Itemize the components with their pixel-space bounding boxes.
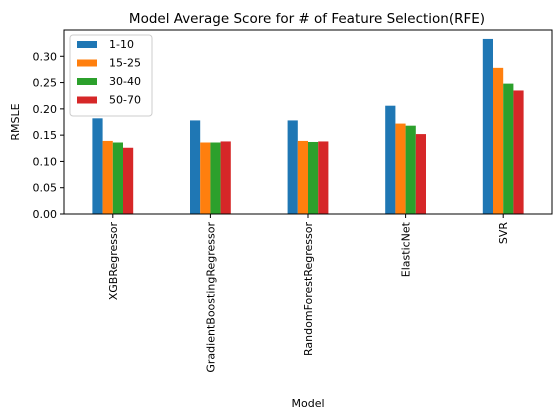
bar [318,141,329,214]
legend: 1-10 15-25 30-40 50-70 [69,34,153,117]
y-tick-label: 0.05 [33,182,58,195]
bar [220,141,231,214]
bar [513,90,524,214]
x-tick-label: RandomForestRegressor [302,222,315,356]
legend-swatch [77,59,97,67]
legend-label: 1-10 [109,38,134,51]
y-tick-label: 0.30 [33,50,58,63]
legend-label: 50-70 [109,94,141,107]
legend-box [69,34,153,117]
bars-layer [92,38,524,215]
x-tick-label: GradientBoostingRegressor [204,222,217,373]
bar [92,118,103,214]
bar [482,38,493,214]
x-tick-label: SVR [497,222,510,245]
y-tick-label: 0.20 [33,103,58,116]
bar [493,67,504,214]
bar [415,134,426,214]
y-tick-label: 0.00 [33,208,58,221]
bar [297,140,308,214]
bar [123,147,134,214]
legend-swatch [77,78,97,85]
y-tick-label: 0.10 [33,155,58,168]
bar [308,141,319,214]
y-tick-label: 0.25 [33,77,58,90]
bar [395,123,406,214]
bar [200,142,211,214]
bar [102,140,113,214]
x-axis: XGBRegressor GradientBoostingRegressor Ran… [107,214,510,373]
bar [287,120,298,214]
x-tick-label: ElasticNet [400,221,413,277]
bar [385,105,396,214]
legend-swatch [77,96,97,104]
y-axis: 0.00 0.05 0.10 0.15 0.20 0.25 0.30 [33,50,64,221]
legend-label: 15-25 [109,57,141,70]
bar [405,125,416,214]
x-tick-label: XGBRegressor [107,222,120,301]
legend-swatch [77,41,97,48]
bar [210,142,221,214]
chart-title: Model Average Score for # of Feature Sel… [129,11,485,27]
bar [190,120,201,214]
bar [112,142,123,214]
bar [503,83,514,215]
legend-label: 30-40 [109,75,141,88]
y-axis-label: RMSLE [9,103,22,140]
x-axis-label: Model [291,397,324,410]
y-tick-label: 0.15 [33,129,58,142]
